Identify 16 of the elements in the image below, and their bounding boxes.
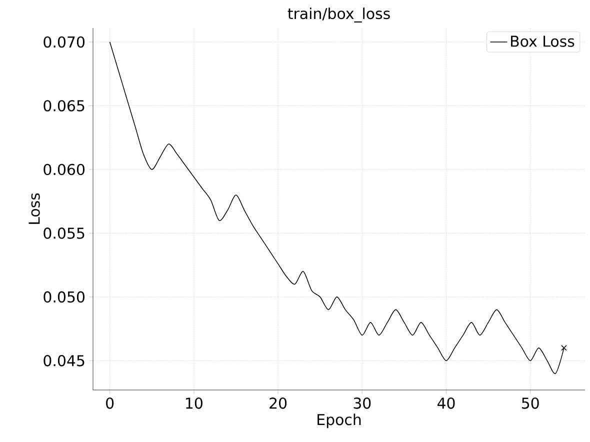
y-tick-label: 0.050	[44, 291, 84, 303]
x-tick-label: 10	[186, 398, 202, 409]
x-tick-label: 30	[354, 398, 371, 409]
y-tick-label: 0.045	[44, 355, 84, 366]
y-tick-label: 0.065	[44, 100, 84, 112]
x-tick-label: 50	[522, 398, 539, 409]
x-tick-label: 20	[270, 398, 287, 409]
x-tick-label: 0	[106, 398, 114, 409]
x-axis-title: Epoch	[318, 414, 361, 428]
y-tick-label: 0.060	[44, 164, 84, 176]
y-axis-title: Loss	[28, 193, 40, 224]
chart-title: train/box_loss	[288, 8, 390, 22]
legend-label: Box Loss	[511, 36, 574, 47]
x-tick-label: 40	[437, 398, 455, 409]
y-tick-label: 0.055	[44, 228, 84, 239]
y-tick-label: 0.070	[44, 36, 84, 48]
